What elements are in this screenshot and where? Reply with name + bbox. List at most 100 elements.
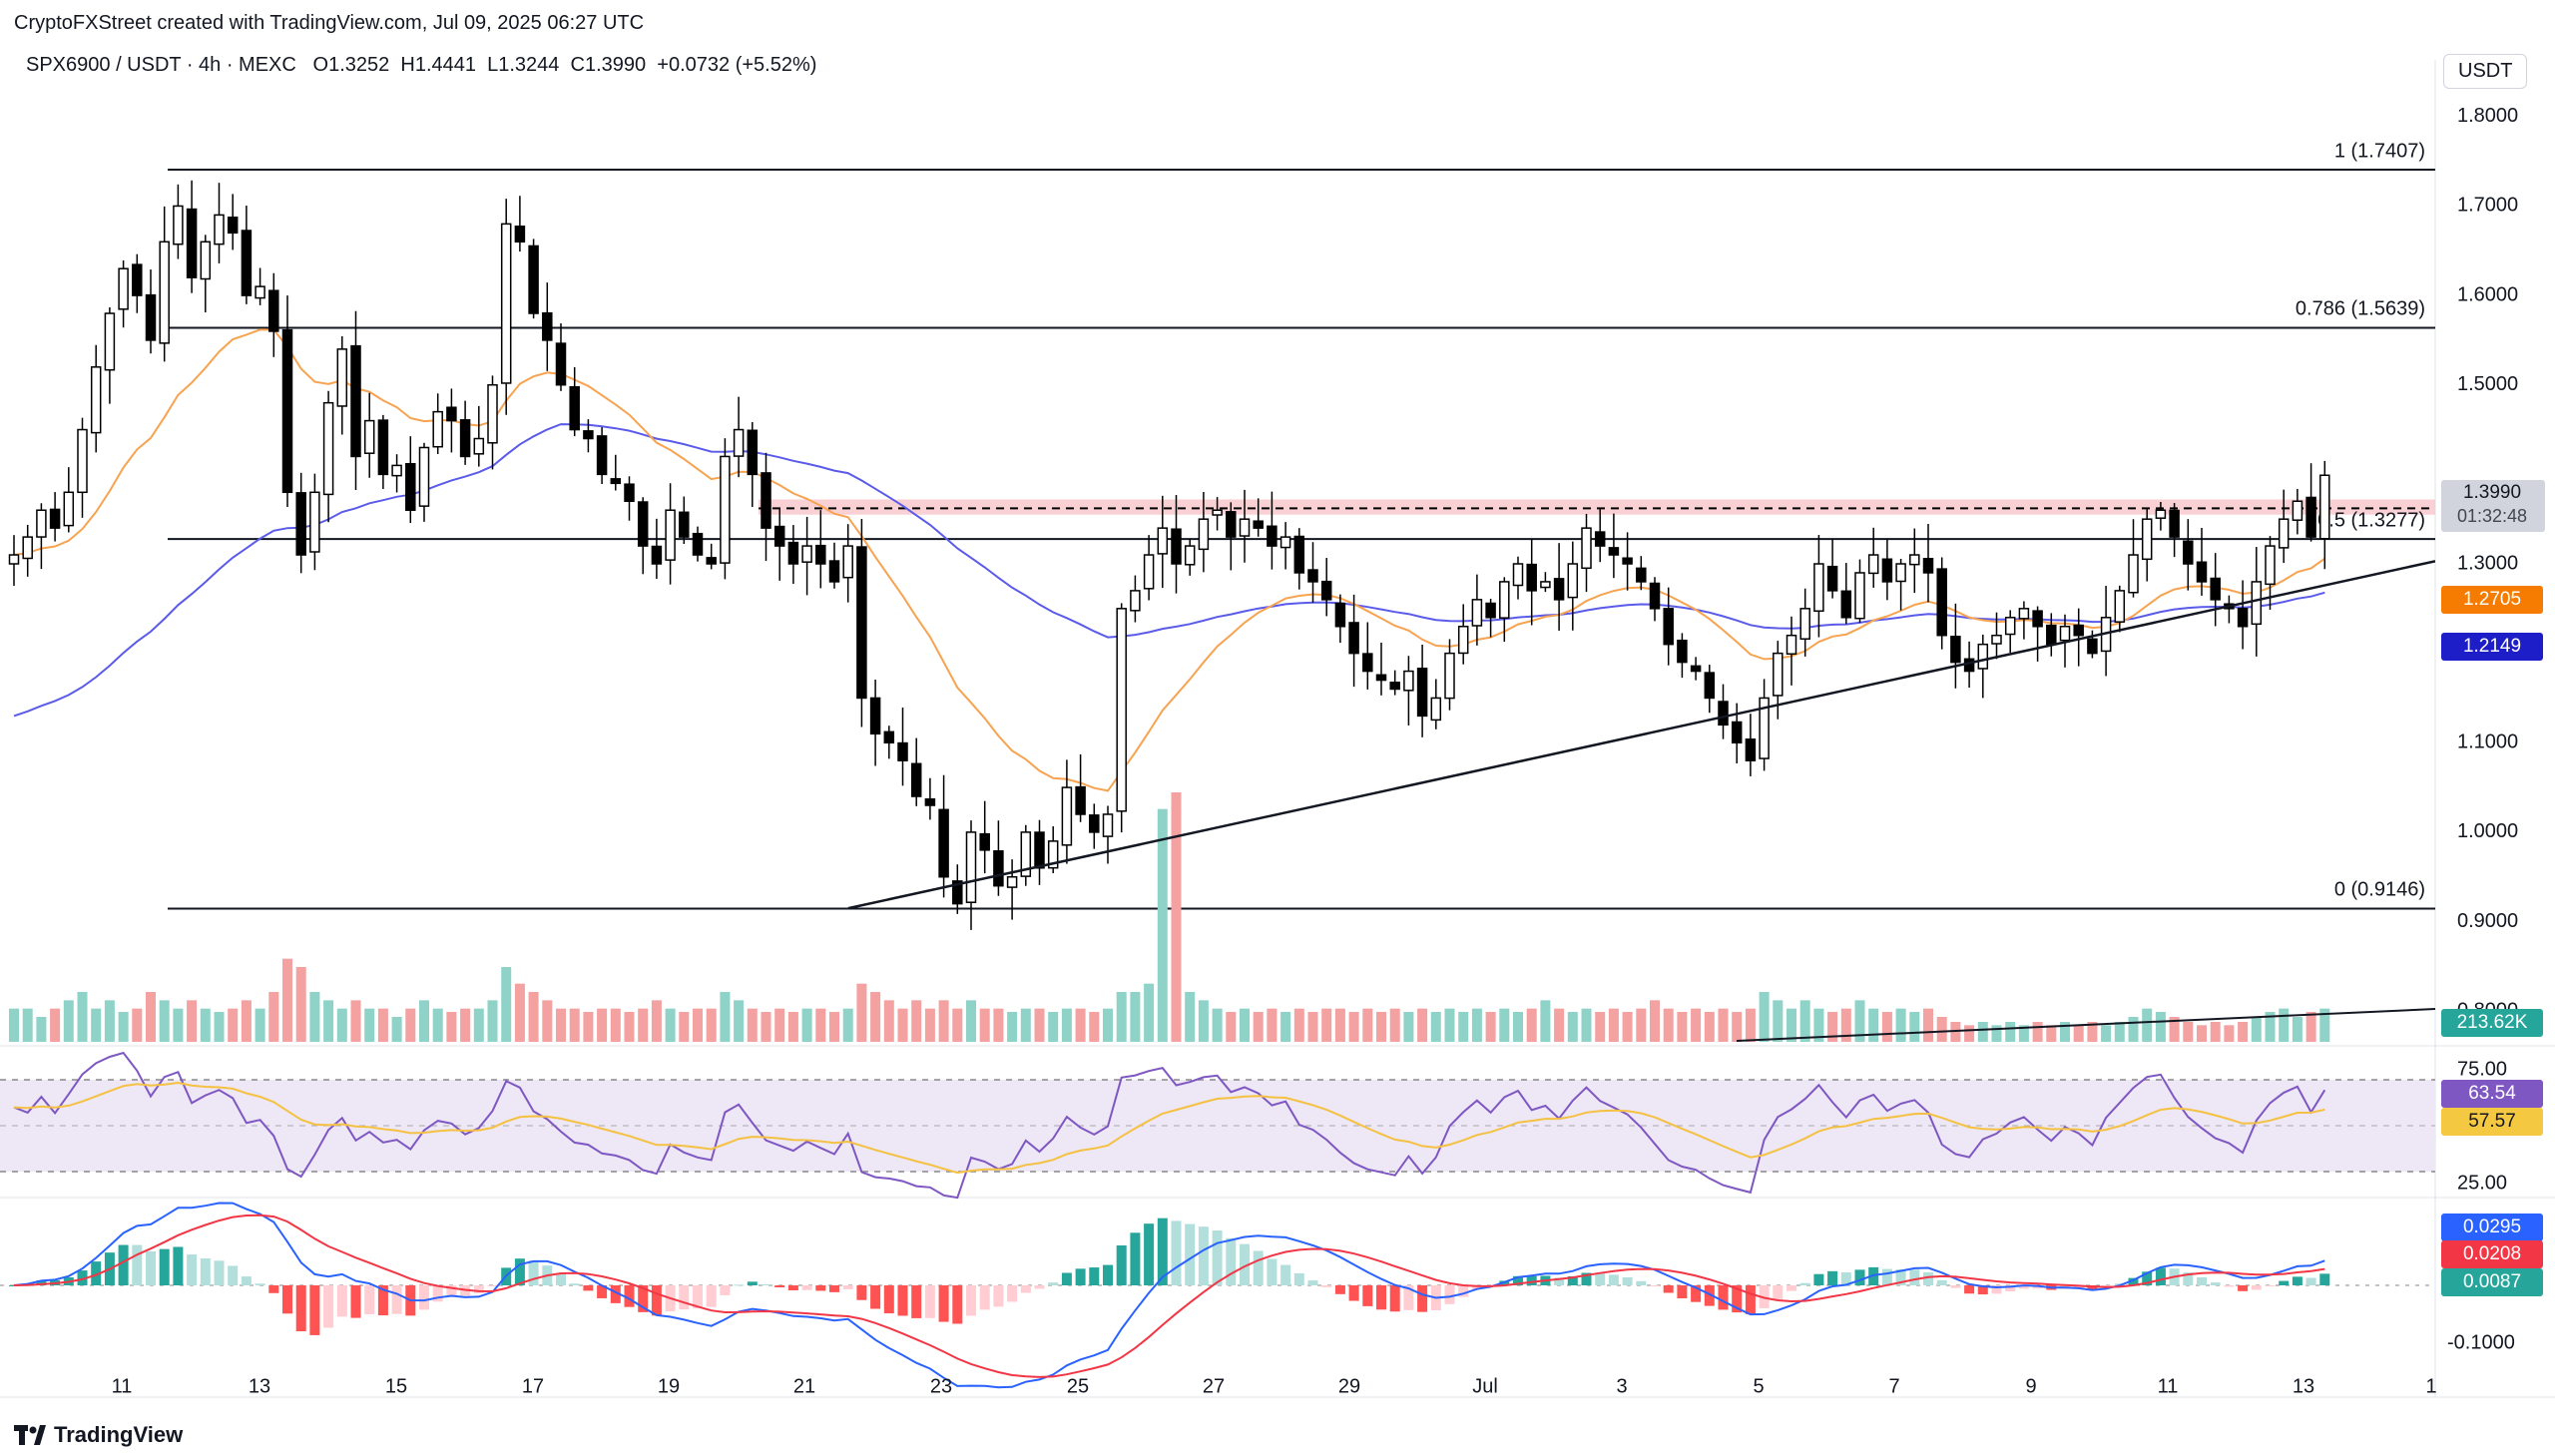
candle-body[interactable]: [418, 446, 430, 507]
candle-body[interactable]: [938, 808, 949, 878]
candle-body[interactable]: [281, 328, 293, 494]
candle-body[interactable]: [2004, 617, 2016, 636]
candle-body[interactable]: [1786, 634, 1797, 656]
candle-body[interactable]: [1171, 528, 1182, 565]
candle-body[interactable]: [1006, 875, 1018, 888]
candle-body[interactable]: [1526, 563, 1537, 592]
candle-body[interactable]: [1718, 701, 1729, 727]
candle-body[interactable]: [1540, 581, 1551, 589]
candle-body[interactable]: [1581, 527, 1592, 570]
candle-body[interactable]: [2032, 610, 2043, 628]
candle-body[interactable]: [1840, 590, 1852, 619]
candle-body[interactable]: [1239, 518, 1251, 537]
candle-body[interactable]: [118, 267, 129, 310]
candle-body[interactable]: [268, 289, 279, 332]
candle-body[interactable]: [1567, 563, 1579, 599]
candle-body[interactable]: [1075, 785, 1086, 815]
candle-body[interactable]: [2196, 561, 2208, 583]
candle-body[interactable]: [2155, 509, 2167, 519]
candle-body[interactable]: [1881, 558, 1893, 583]
candle-body[interactable]: [1553, 578, 1565, 601]
candle-body[interactable]: [787, 541, 799, 565]
candle-body[interactable]: [1143, 554, 1155, 590]
candle-body[interactable]: [910, 762, 922, 797]
candle-body[interactable]: [542, 311, 553, 341]
candle-body[interactable]: [2059, 625, 2071, 642]
candle-body[interactable]: [363, 419, 375, 454]
candle-body[interactable]: [1773, 652, 1784, 697]
symbol-name[interactable]: SPX6900 / USDT · 4h · MEXC: [26, 54, 296, 76]
candle-body[interactable]: [1663, 608, 1674, 646]
candle-body[interactable]: [2319, 474, 2330, 540]
candle-body[interactable]: [405, 462, 416, 511]
candle-body[interactable]: [1034, 831, 1045, 869]
candle-body[interactable]: [1279, 536, 1291, 549]
candle-body[interactable]: [706, 557, 717, 565]
candle-body[interactable]: [1416, 667, 1428, 718]
candle-body[interactable]: [104, 312, 116, 371]
candle-body[interactable]: [2292, 500, 2303, 521]
candle-body[interactable]: [842, 545, 853, 579]
candle-body[interactable]: [2141, 518, 2153, 561]
candle-body[interactable]: [2265, 545, 2276, 586]
candle-body[interactable]: [487, 383, 498, 444]
candle-body[interactable]: [1499, 581, 1510, 619]
candle-body[interactable]: [952, 880, 963, 905]
candle-body[interactable]: [1704, 672, 1716, 700]
candle-body[interactable]: [773, 525, 785, 547]
candle-body[interactable]: [1198, 518, 1210, 551]
candle-body[interactable]: [2046, 624, 2057, 646]
candle-body[interactable]: [2183, 540, 2194, 565]
candle-body[interactable]: [555, 342, 567, 386]
candle-body[interactable]: [747, 429, 759, 476]
candle-body[interactable]: [1745, 738, 1757, 761]
candle-body[interactable]: [1457, 625, 1469, 655]
candle-body[interactable]: [1471, 599, 1483, 627]
candle-body[interactable]: [90, 366, 102, 434]
candle-body[interactable]: [1854, 572, 1865, 620]
candle-body[interactable]: [528, 244, 539, 314]
candle-body[interactable]: [473, 437, 485, 455]
candle-body[interactable]: [36, 509, 47, 538]
candle-body[interactable]: [1375, 674, 1387, 682]
candle-body[interactable]: [309, 491, 320, 553]
candle-body[interactable]: [2278, 518, 2290, 549]
candle-body[interactable]: [295, 492, 306, 556]
candle-body[interactable]: [214, 214, 225, 245]
candle-body[interactable]: [8, 554, 20, 565]
candle-body[interactable]: [1963, 658, 1975, 673]
candle-body[interactable]: [1362, 653, 1373, 673]
candle-body[interactable]: [432, 410, 443, 448]
candle-body[interactable]: [1047, 840, 1059, 869]
candle-body[interactable]: [2073, 624, 2084, 637]
candle-body[interactable]: [391, 464, 402, 477]
candle-body[interactable]: [1936, 568, 1947, 637]
currency-button[interactable]: USDT: [2443, 54, 2528, 89]
candle-body[interactable]: [2251, 581, 2263, 626]
candle-body[interactable]: [801, 545, 812, 563]
candle-body[interactable]: [596, 435, 608, 476]
candle-body[interactable]: [869, 697, 881, 735]
candle-body[interactable]: [1950, 635, 1961, 664]
candle-body[interactable]: [2237, 608, 2249, 628]
candle-body[interactable]: [255, 285, 265, 299]
candle-body[interactable]: [1909, 554, 1920, 566]
candle-body[interactable]: [583, 430, 594, 440]
candle-body[interactable]: [446, 406, 457, 422]
candle-body[interactable]: [815, 544, 826, 565]
tradingview-logo[interactable]: TradingView: [14, 1422, 183, 1448]
candle-body[interactable]: [145, 293, 157, 341]
candle-body[interactable]: [1444, 652, 1455, 700]
candle-body[interactable]: [1102, 813, 1114, 837]
candle-body[interactable]: [2210, 577, 2221, 601]
candle-body[interactable]: [350, 344, 361, 458]
candle-body[interactable]: [1020, 831, 1032, 877]
candle-body[interactable]: [733, 428, 745, 457]
candle-body[interactable]: [1320, 580, 1332, 601]
candle-body[interactable]: [1512, 563, 1524, 587]
candle-body[interactable]: [1334, 602, 1346, 628]
candle-body[interactable]: [993, 850, 1004, 887]
candle-body[interactable]: [2169, 509, 2180, 538]
candle-body[interactable]: [1307, 569, 1318, 583]
